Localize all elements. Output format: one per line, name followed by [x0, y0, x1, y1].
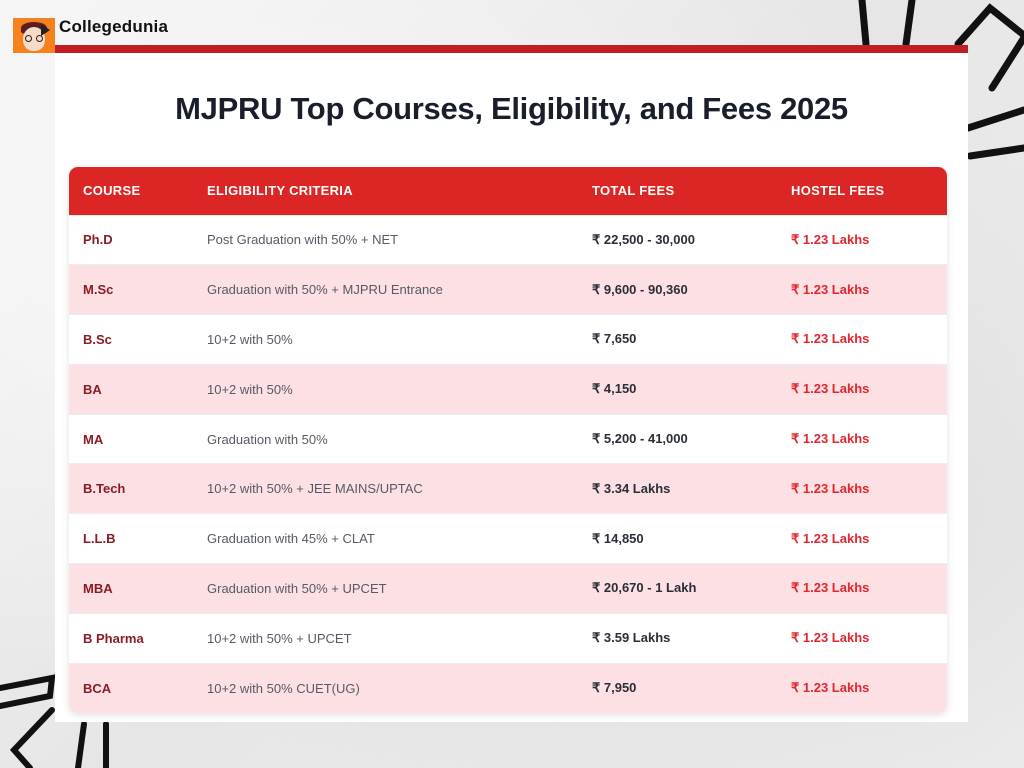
course-cell: M.Sc — [83, 282, 114, 298]
eligibility-cell: 10+2 with 50% CUET(UG) — [207, 680, 360, 696]
hostel-fees-cell: ₹ 1.23 Lakhs — [791, 480, 870, 496]
column-header-eligibility: ELIGIBILITY CRITERIA — [207, 183, 353, 199]
hostel-fees-cell: ₹ 1.23 Lakhs — [791, 580, 870, 596]
page-title: MJPRU Top Courses, Eligibility, and Fees… — [175, 91, 848, 126]
total-fees-cell: ₹ 3.34 Lakhs — [592, 480, 671, 496]
course-cell: L.L.B — [83, 531, 116, 547]
total-fees-cell: ₹ 20,670 - 1 Lakh — [592, 580, 697, 596]
course-cell: BA — [83, 381, 102, 397]
hostel-fees-cell: ₹ 1.23 Lakhs — [791, 530, 870, 546]
hostel-fees-cell: ₹ 1.23 Lakhs — [791, 630, 870, 646]
eligibility-cell: 10+2 with 50% — [207, 331, 293, 347]
total-fees-cell: ₹ 22,500 - 30,000 — [592, 231, 695, 247]
table-row: B Pharma 10+2 with 50% + UPCET ₹ 3.59 La… — [69, 613, 947, 664]
total-fees-cell: ₹ 5,200 - 41,000 — [592, 431, 688, 447]
eligibility-cell: Post Graduation with 50% + NET — [207, 232, 399, 248]
table-row: B.Sc 10+2 with 50% ₹ 7,650 ₹ 1.23 Lakhs — [69, 314, 947, 365]
courses-table: COURSE ELIGIBILITY CRITERIA TOTAL FEES H… — [69, 167, 947, 713]
course-cell: B Pharma — [83, 630, 144, 646]
accent-bar — [55, 45, 968, 53]
course-cell: B.Tech — [83, 481, 126, 497]
column-header-total-fees: TOTAL FEES — [592, 183, 675, 199]
course-cell: BCA — [83, 680, 112, 696]
total-fees-cell: ₹ 7,950 — [592, 680, 637, 696]
hostel-fees-cell: ₹ 1.23 Lakhs — [791, 331, 870, 347]
total-fees-cell: ₹ 4,150 — [592, 381, 637, 397]
hostel-fees-cell: ₹ 1.23 Lakhs — [791, 231, 870, 247]
column-header-course: COURSE — [83, 183, 141, 199]
course-cell: MBA — [83, 580, 113, 596]
table-row: M.Sc Graduation with 50% + MJPRU Entranc… — [69, 264, 947, 315]
eligibility-cell: Graduation with 50% — [207, 431, 328, 447]
total-fees-cell: ₹ 3.59 Lakhs — [592, 630, 671, 646]
table-row: MA Graduation with 50% ₹ 5,200 - 41,000 … — [69, 414, 947, 464]
total-fees-cell: ₹ 7,650 — [592, 331, 637, 347]
hostel-fees-cell: ₹ 1.23 Lakhs — [791, 281, 870, 297]
eligibility-cell: 10+2 with 50% — [207, 381, 293, 397]
total-fees-cell: ₹ 9,600 - 90,360 — [592, 281, 688, 297]
student-mascot-icon — [13, 18, 55, 53]
eligibility-cell: 10+2 with 50% + UPCET — [207, 630, 352, 646]
table-row: B.Tech 10+2 with 50% + JEE MAINS/UPTAC ₹… — [69, 463, 947, 514]
hand-drawn-burst-icon — [858, 0, 1024, 160]
table-row: BA 10+2 with 50% ₹ 4,150 ₹ 1.23 Lakhs — [69, 364, 947, 415]
hostel-fees-cell: ₹ 1.23 Lakhs — [791, 381, 870, 397]
table-row: BCA 10+2 with 50% CUET(UG) ₹ 7,950 ₹ 1.2… — [69, 663, 947, 713]
hostel-fees-cell: ₹ 1.23 Lakhs — [791, 680, 870, 696]
total-fees-cell: ₹ 14,850 — [592, 530, 644, 546]
eligibility-cell: Graduation with 50% + UPCET — [207, 580, 387, 596]
brand-name: Collegedunia — [59, 17, 169, 36]
eligibility-cell: Graduation with 50% + MJPRU Entrance — [207, 282, 443, 298]
eligibility-cell: 10+2 with 50% + JEE MAINS/UPTAC — [207, 481, 423, 497]
brand-header: Collegedunia — [13, 17, 169, 53]
table-row: Ph.D Post Graduation with 50% + NET ₹ 22… — [69, 215, 947, 265]
content-card: MJPRU Top Courses, Eligibility, and Fees… — [55, 53, 968, 722]
eligibility-cell: Graduation with 45% + CLAT — [207, 531, 375, 547]
table-row: MBA Graduation with 50% + UPCET ₹ 20,670… — [69, 563, 947, 614]
course-cell: Ph.D — [83, 232, 113, 248]
course-cell: MA — [83, 431, 104, 447]
column-header-hostel-fees: HOSTEL FEES — [791, 183, 885, 199]
table-header-row: COURSE ELIGIBILITY CRITERIA TOTAL FEES H… — [69, 167, 947, 215]
hand-drawn-burst-icon — [0, 674, 109, 768]
course-cell: B.Sc — [83, 331, 112, 347]
table-row: L.L.B Graduation with 45% + CLAT ₹ 14,85… — [69, 513, 947, 564]
hostel-fees-cell: ₹ 1.23 Lakhs — [791, 431, 870, 447]
